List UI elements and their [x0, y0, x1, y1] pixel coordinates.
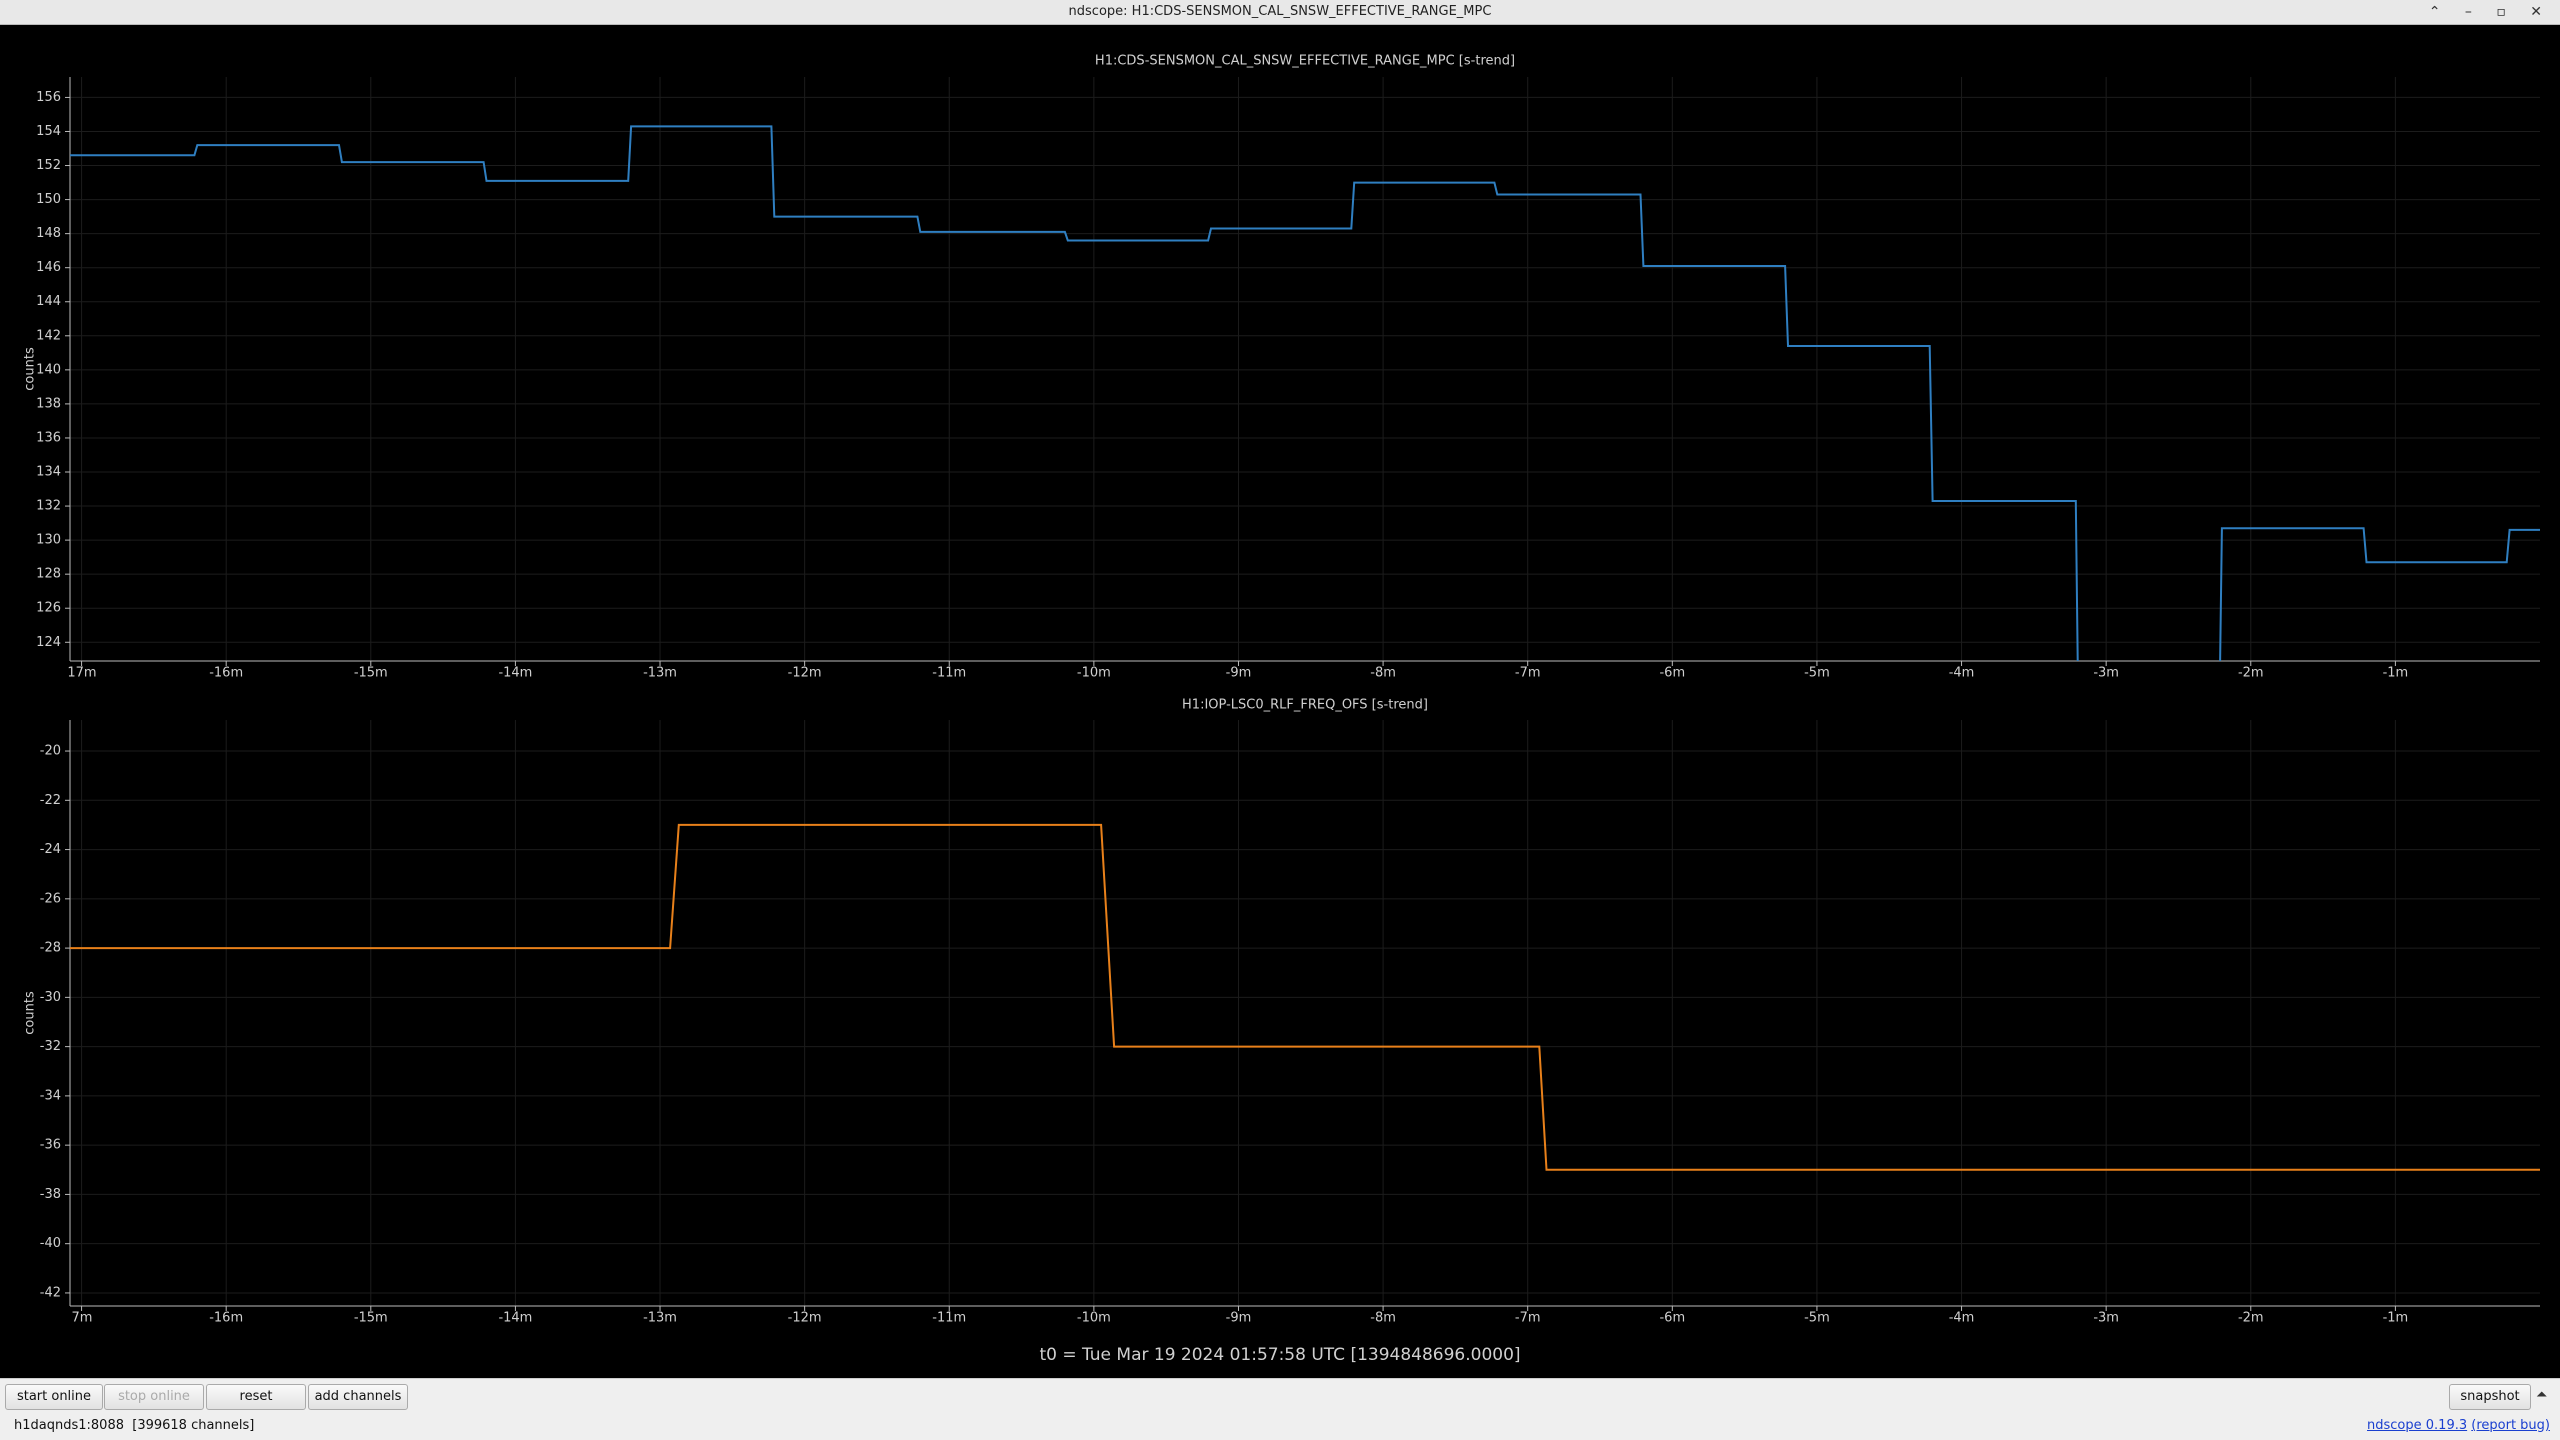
- x-tick-label: -11m: [932, 1311, 966, 1326]
- x-tick-label: -6m: [1659, 1311, 1685, 1326]
- y-tick-label: -36: [40, 1138, 61, 1153]
- y-tick-label: -24: [40, 842, 61, 857]
- reset-button[interactable]: reset: [206, 1384, 306, 1410]
- x-tick-label: -15m: [354, 1311, 388, 1326]
- series-line: [70, 823, 2540, 1171]
- y-tick-label: -28: [40, 941, 61, 956]
- window-controls[interactable]: ⌃ – ▫ ✕: [2428, 4, 2552, 20]
- y-tick-label: -34: [40, 1088, 61, 1103]
- plot-title: H1:CDS-SENSMON_CAL_SNSW_EFFECTIVE_RANGE_…: [1095, 54, 1515, 69]
- y-tick-label: 148: [36, 226, 61, 241]
- x-tick-label: -12m: [788, 1311, 822, 1326]
- plots: t0 = Tue Mar 19 2024 01:57:58 UTC [13948…: [23, 54, 2540, 1365]
- t0-label: t0 = Tue Mar 19 2024 01:57:58 UTC [13948…: [1039, 1345, 1520, 1365]
- x-tick-label: -8m: [1370, 666, 1396, 681]
- x-tick-label: -15m: [354, 666, 388, 681]
- x-tick-label: -5m: [1804, 666, 1830, 681]
- x-tick-label: -11m: [932, 666, 966, 681]
- x-tick-label: -13m: [643, 666, 677, 681]
- x-tick-label: -1m: [2383, 1311, 2409, 1326]
- y-tick-label: 136: [36, 430, 61, 445]
- x-tick-label: -9m: [1226, 666, 1252, 681]
- y-tick-label: 132: [36, 499, 61, 514]
- toolbar: start online stop online reset add chann…: [0, 1378, 2560, 1415]
- x-tick-label: -4m: [1949, 666, 1975, 681]
- plot-title: H1:IOP-LSC0_RLF_FREQ_OFS [s-trend]: [1182, 698, 1428, 713]
- x-tick-label: -3m: [2093, 666, 2119, 681]
- y-tick-label: 150: [36, 192, 61, 207]
- plot: H1:CDS-SENSMON_CAL_SNSW_EFFECTIVE_RANGE_…: [23, 54, 2540, 681]
- window-title: ndscope: H1:CDS-SENSMON_CAL_SNSW_EFFECTI…: [1068, 4, 1492, 19]
- y-tick-label: -30: [40, 990, 61, 1005]
- x-tick-label: -13m: [643, 1311, 677, 1326]
- x-tick-label: -7m: [1515, 666, 1541, 681]
- x-tick-label: -5m: [1804, 1311, 1830, 1326]
- x-tick-label: -2m: [2238, 666, 2264, 681]
- y-tick-label: -42: [40, 1285, 61, 1300]
- stop-online-button: stop online: [104, 1384, 204, 1410]
- x-tick-label: -16m: [209, 666, 243, 681]
- x-tick-label: -8m: [1370, 1311, 1396, 1326]
- y-tick-label: -26: [40, 891, 61, 906]
- x-tick-label: -12m: [788, 666, 822, 681]
- y-tick-label: 124: [36, 635, 61, 650]
- y-tick-label: 140: [36, 362, 61, 377]
- y-tick-label: 142: [36, 328, 61, 343]
- y-tick-label: 128: [36, 567, 61, 582]
- x-tick-label: 17m: [67, 666, 96, 681]
- y-tick-label: 146: [36, 260, 61, 275]
- x-tick-label: -1m: [2383, 666, 2409, 681]
- y-axis-label: counts: [23, 991, 38, 1035]
- plot: H1:IOP-LSC0_RLF_FREQ_OFS [s-trend] counts…: [23, 698, 2540, 1326]
- x-tick-label: -7m: [1515, 1311, 1541, 1326]
- version-link[interactable]: ndscope 0.19.3: [2367, 1418, 2468, 1433]
- status-bar: h1daqnds1:8088 [399618 channels] ndscope…: [0, 1414, 2560, 1440]
- title-bar: ndscope: H1:CDS-SENSMON_CAL_SNSW_EFFECTI…: [0, 0, 2560, 25]
- server-info: h1daqnds1:8088 [399618 channels]: [14, 1418, 255, 1433]
- snapshot-button[interactable]: snapshot: [2449, 1384, 2531, 1410]
- y-tick-label: 144: [36, 294, 61, 309]
- y-tick-label: 154: [36, 124, 61, 139]
- report-bug-link[interactable]: (report bug): [2471, 1418, 2550, 1433]
- y-tick-label: -40: [40, 1236, 61, 1251]
- y-tick-label: 138: [36, 396, 61, 411]
- x-tick-label: -10m: [1077, 666, 1111, 681]
- x-tick-label: 7m: [72, 1311, 93, 1326]
- x-tick-label: -2m: [2238, 1311, 2264, 1326]
- y-tick-label: 134: [36, 465, 61, 480]
- x-tick-label: -6m: [1659, 666, 1685, 681]
- x-tick-label: -4m: [1949, 1311, 1975, 1326]
- x-tick-label: -3m: [2093, 1311, 2119, 1326]
- y-tick-label: 156: [36, 90, 61, 105]
- y-tick-label: 152: [36, 158, 61, 173]
- y-tick-label: 130: [36, 533, 61, 548]
- y-tick-label: -38: [40, 1187, 61, 1202]
- y-tick-label: 126: [36, 601, 61, 616]
- y-axis-label: counts: [23, 347, 38, 391]
- start-online-button[interactable]: start online: [5, 1384, 103, 1410]
- y-tick-label: -22: [40, 793, 61, 808]
- series-line: [70, 125, 2540, 661]
- y-tick-label: -20: [40, 744, 61, 759]
- add-channels-button[interactable]: add channels: [308, 1384, 408, 1410]
- collapse-arrow[interactable]: ⏶: [2536, 1387, 2548, 1403]
- x-tick-label: -16m: [209, 1311, 243, 1326]
- x-tick-label: -9m: [1226, 1311, 1252, 1326]
- x-tick-label: -14m: [498, 1311, 532, 1326]
- y-tick-label: -32: [40, 1039, 61, 1054]
- x-tick-label: -14m: [498, 666, 532, 681]
- x-tick-label: -10m: [1077, 1311, 1111, 1326]
